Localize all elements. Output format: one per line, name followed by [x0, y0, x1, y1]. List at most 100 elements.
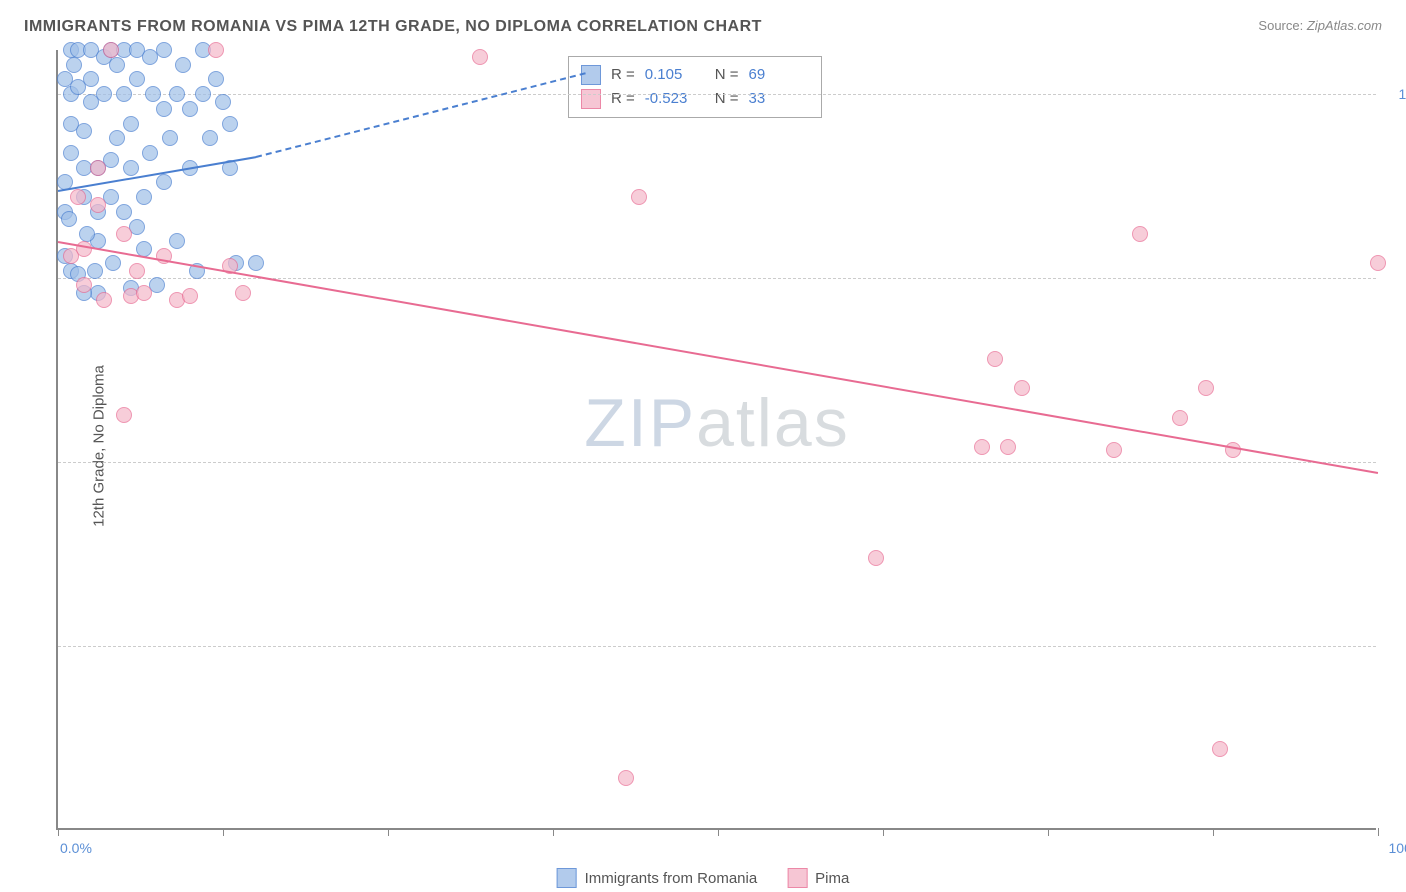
- data-point: [123, 160, 139, 176]
- data-point: [87, 263, 103, 279]
- bottom-legend: Immigrants from Romania Pima: [557, 868, 850, 888]
- data-point: [76, 123, 92, 139]
- n-label-2: N =: [715, 87, 739, 111]
- data-point: [116, 204, 132, 220]
- data-point: [63, 145, 79, 161]
- data-point: [145, 86, 161, 102]
- data-point: [182, 101, 198, 117]
- n-value-1: 69: [749, 63, 809, 87]
- data-point: [156, 174, 172, 190]
- data-point: [136, 189, 152, 205]
- data-point: [142, 145, 158, 161]
- legend-swatch-bottom-1: [557, 868, 577, 888]
- source-value: ZipAtlas.com: [1307, 18, 1382, 33]
- data-point: [90, 160, 106, 176]
- xtick: [388, 828, 389, 836]
- data-point: [987, 351, 1003, 367]
- data-point: [631, 189, 647, 205]
- data-point: [248, 255, 264, 271]
- data-point: [222, 116, 238, 132]
- r-value-2: -0.523: [645, 87, 705, 111]
- data-point: [70, 189, 86, 205]
- n-label-1: N =: [715, 63, 739, 87]
- xtick: [718, 828, 719, 836]
- gridline: [58, 278, 1376, 279]
- legend-item-2: Pima: [787, 868, 849, 888]
- data-point: [129, 263, 145, 279]
- data-point: [156, 101, 172, 117]
- legend-label-2: Pima: [815, 870, 849, 887]
- data-point: [1172, 410, 1188, 426]
- data-point: [1014, 380, 1030, 396]
- data-point: [129, 71, 145, 87]
- xtick: [553, 828, 554, 836]
- data-point: [96, 86, 112, 102]
- data-point: [116, 407, 132, 423]
- source-attribution: Source: ZipAtlas.com: [1258, 18, 1382, 33]
- plot-area: ZIPatlas R = 0.105 N = 69 R = -0.523 N =…: [56, 50, 1376, 830]
- trend-line: [256, 72, 586, 158]
- watermark-atlas: atlas: [696, 385, 850, 461]
- legend-label-1: Immigrants from Romania: [585, 870, 758, 887]
- n-value-2: 33: [749, 87, 809, 111]
- data-point: [215, 94, 231, 110]
- data-point: [79, 226, 95, 242]
- data-point: [169, 86, 185, 102]
- r-label-1: R =: [611, 63, 635, 87]
- data-point: [1106, 442, 1122, 458]
- data-point: [1370, 255, 1386, 271]
- data-point: [61, 211, 77, 227]
- r-label-2: R =: [611, 87, 635, 111]
- ytick-label: 75.0%: [1386, 454, 1406, 470]
- stats-row-2: R = -0.523 N = 33: [581, 87, 809, 111]
- data-point: [123, 116, 139, 132]
- data-point: [90, 197, 106, 213]
- data-point: [472, 49, 488, 65]
- legend-swatch-bottom-2: [787, 868, 807, 888]
- data-point: [162, 130, 178, 146]
- data-point: [1132, 226, 1148, 242]
- data-point: [1000, 439, 1016, 455]
- data-point: [136, 285, 152, 301]
- chart-title: IMMIGRANTS FROM ROMANIA VS PIMA 12TH GRA…: [24, 18, 762, 36]
- data-point: [116, 226, 132, 242]
- data-point: [116, 86, 132, 102]
- legend-item-1: Immigrants from Romania: [557, 868, 758, 888]
- data-point: [1212, 741, 1228, 757]
- chart-container: IMMIGRANTS FROM ROMANIA VS PIMA 12TH GRA…: [0, 0, 1406, 892]
- gridline: [58, 646, 1376, 647]
- watermark: ZIPatlas: [584, 384, 849, 462]
- data-point: [103, 42, 119, 58]
- data-point: [208, 71, 224, 87]
- gridline: [58, 462, 1376, 463]
- xtick: [58, 828, 59, 836]
- data-point: [202, 130, 218, 146]
- legend-swatch-1: [581, 65, 601, 85]
- data-point: [1198, 380, 1214, 396]
- stats-row-1: R = 0.105 N = 69: [581, 63, 809, 87]
- source-label: Source:: [1258, 18, 1303, 33]
- r-value-1: 0.105: [645, 63, 705, 87]
- xtick: [223, 828, 224, 836]
- data-point: [109, 130, 125, 146]
- gridline: [58, 94, 1376, 95]
- data-point: [175, 57, 191, 73]
- xtick-label-min: 0.0%: [60, 840, 92, 856]
- xtick: [883, 828, 884, 836]
- data-point: [195, 86, 211, 102]
- xtick: [1048, 828, 1049, 836]
- data-point: [974, 439, 990, 455]
- data-point: [868, 550, 884, 566]
- xtick-label-max: 100.0%: [1389, 840, 1406, 856]
- data-point: [182, 288, 198, 304]
- trend-line: [58, 241, 1378, 474]
- stats-legend: R = 0.105 N = 69 R = -0.523 N = 33: [568, 56, 822, 118]
- ytick-label: 87.5%: [1386, 270, 1406, 286]
- data-point: [105, 255, 121, 271]
- data-point: [208, 42, 224, 58]
- xtick: [1378, 828, 1379, 836]
- ytick-label: 100.0%: [1386, 86, 1406, 102]
- data-point: [169, 233, 185, 249]
- xtick: [1213, 828, 1214, 836]
- data-point: [109, 57, 125, 73]
